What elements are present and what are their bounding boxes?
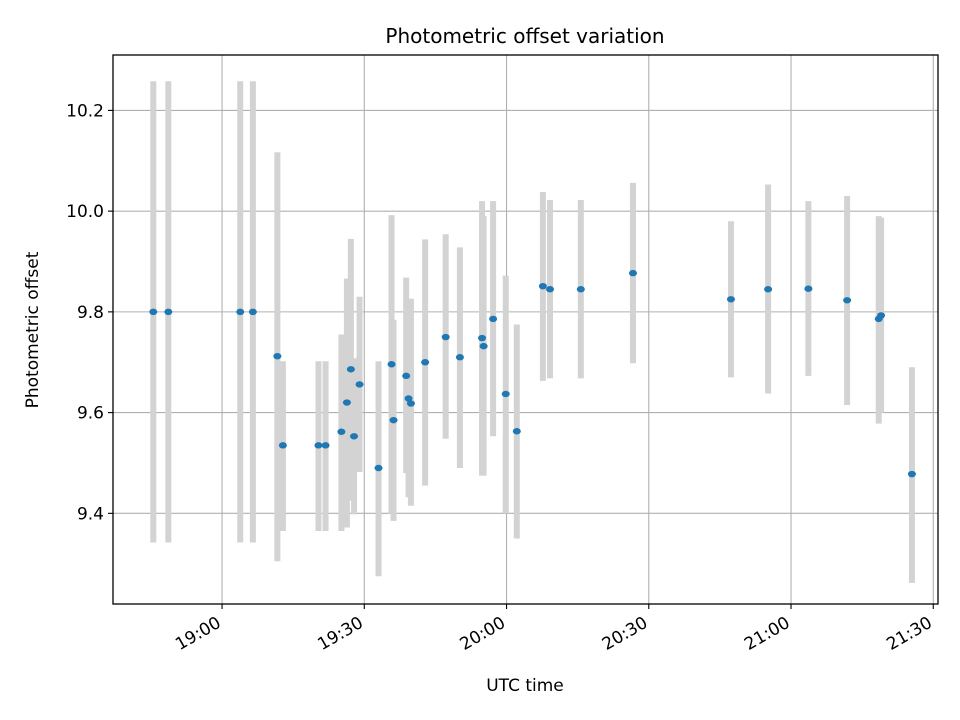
data-point [337, 428, 346, 435]
data-point [342, 399, 351, 406]
y-tick-label: 9.6 [77, 404, 104, 424]
data-point [455, 354, 464, 361]
data-point [501, 390, 510, 398]
plot-frame [112, 54, 939, 605]
data-point [538, 282, 547, 290]
x-axis-title: UTC time [486, 676, 564, 696]
y-tick-label: 10.0 [66, 202, 104, 222]
data-point [321, 442, 330, 449]
data-point [545, 286, 554, 293]
data-point [314, 442, 323, 449]
data-point [389, 416, 398, 424]
data-point [576, 286, 585, 293]
data-point [404, 395, 413, 402]
data-point [478, 334, 487, 342]
y-tick-label: 9.4 [77, 504, 104, 524]
data-point [489, 315, 498, 323]
data-point [387, 361, 396, 368]
data-point [402, 372, 411, 380]
data-point [877, 312, 886, 319]
data-point [441, 333, 450, 341]
data-point [628, 269, 637, 277]
data-point [164, 308, 173, 316]
data-point [406, 400, 415, 407]
data-point [421, 359, 430, 366]
data-point [346, 366, 355, 373]
data-point [355, 381, 364, 388]
data-point [350, 433, 359, 440]
chart-title: Photometric offset variation [385, 24, 664, 48]
y-axis: 9.4 9.6 9.8 10.0 10.2 [66, 101, 113, 524]
data-point [726, 296, 735, 303]
data-point [843, 297, 852, 304]
data-points [149, 269, 916, 478]
y-axis-title: Photometric offset [23, 251, 43, 408]
data-point [374, 464, 383, 472]
data-point [764, 286, 773, 293]
data-point [149, 308, 158, 316]
y-tick-label: 9.8 [77, 303, 104, 323]
data-point [273, 352, 282, 360]
data-point [804, 285, 813, 292]
y-tick-label: 10.2 [66, 101, 104, 121]
data-point [479, 342, 488, 350]
data-point [278, 442, 287, 449]
data-point [512, 428, 521, 435]
data-point [236, 308, 245, 316]
data-point [248, 308, 257, 316]
data-point [907, 470, 916, 478]
